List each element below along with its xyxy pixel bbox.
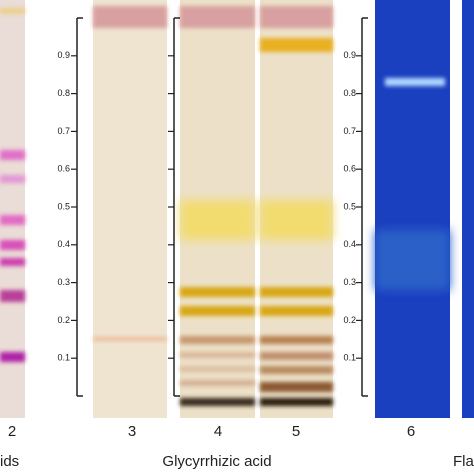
lane-number: 4 [214,423,222,440]
lane-number: 2 [8,423,16,440]
scale-label: 0.6 [343,164,356,174]
scale-label: 0.6 [57,164,70,174]
band [180,352,255,358]
band [180,200,255,240]
band [93,6,167,28]
scale-label: 0.5 [343,201,356,211]
scale-label: 0.4 [343,239,356,249]
lane-number: 3 [128,423,136,440]
band [180,366,255,372]
plate [0,0,25,418]
band [260,6,333,28]
band [260,200,333,240]
band [0,175,25,183]
scale-label: 0.8 [57,88,70,98]
band [93,337,167,341]
scale-label: 0.2 [57,315,70,325]
band [0,8,25,14]
band [180,336,255,344]
plate [375,0,450,418]
scale-label: 0.2 [343,315,356,325]
band [0,215,25,225]
band [260,336,333,344]
band [260,366,333,374]
scale-label: 0.4 [57,239,70,249]
caption: ids [0,453,19,470]
band [260,287,333,297]
plate [462,0,474,418]
band [260,306,333,316]
band [260,382,333,392]
band [180,287,255,297]
scale-label: 0.9 [343,50,356,60]
scale-label: 0.3 [57,277,70,287]
scale-label: 0.5 [57,201,70,211]
lane-number: 6 [407,423,415,440]
band [0,352,25,362]
band [260,38,333,52]
scale-label: 0.7 [57,126,70,136]
caption: Fla [453,453,474,470]
scale-label: 0.1 [57,353,70,363]
plate [93,0,167,418]
scale-label: 0.3 [343,277,356,287]
band [0,290,25,302]
band [260,352,333,360]
band [180,380,255,386]
band [180,6,255,28]
scale-label: 0.7 [343,126,356,136]
lane-number: 5 [292,423,300,440]
band [0,150,25,160]
band [260,398,333,406]
scale-label: 0.9 [57,50,70,60]
bands [0,6,450,406]
scale-label: 0.8 [343,88,356,98]
plates [0,0,474,418]
scales: 0.1 0.2 0.3 0.4 0.5 0.6 0.7 0.8 0.9 0.1 0.2 0.3 0.4 0… [57,17,368,397]
band [180,398,255,406]
band [180,306,255,316]
band [0,240,25,250]
scale-label: 0.1 [343,353,356,363]
band [375,230,450,290]
band [0,258,25,266]
band [385,78,445,86]
caption: Glycyrrhizic acid [162,453,271,470]
